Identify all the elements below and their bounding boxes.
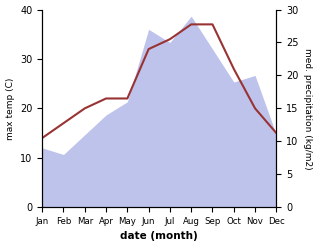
- X-axis label: date (month): date (month): [121, 231, 198, 242]
- Y-axis label: med. precipitation (kg/m2): med. precipitation (kg/m2): [303, 48, 313, 169]
- Y-axis label: max temp (C): max temp (C): [5, 77, 15, 140]
